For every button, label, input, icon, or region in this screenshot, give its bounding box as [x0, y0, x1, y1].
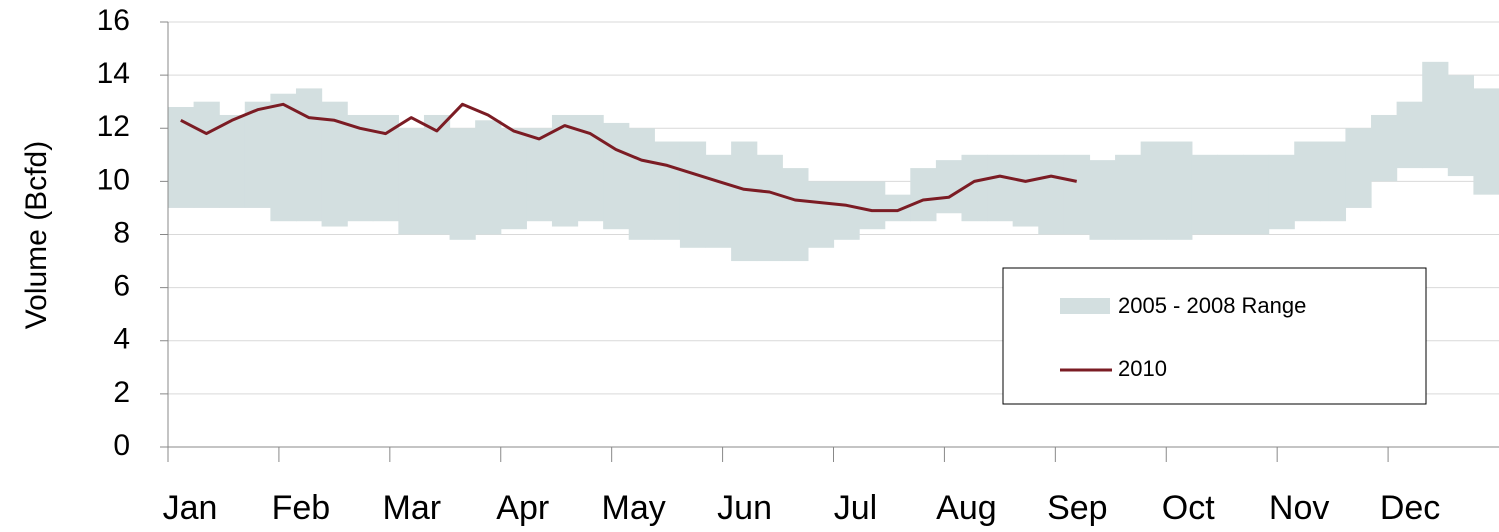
- y-tick-label: 4: [113, 323, 130, 356]
- range-band: [244, 101, 271, 208]
- range-band: [1191, 154, 1219, 235]
- range-band: [782, 168, 809, 262]
- range-band: [1115, 154, 1142, 240]
- x-tick-label: Apr: [496, 489, 549, 527]
- range-band: [219, 114, 246, 208]
- range-band: [1243, 154, 1270, 235]
- range-band: [731, 141, 758, 262]
- range-band: [1140, 141, 1167, 240]
- x-tick-label: Jul: [834, 489, 877, 527]
- range-band: [628, 128, 655, 240]
- range-band: [1166, 141, 1193, 240]
- y-tick-label: 8: [113, 216, 130, 249]
- range-band: [1371, 114, 1398, 182]
- x-tick-label: Dec: [1380, 489, 1440, 527]
- y-tick-label: 2: [113, 376, 130, 409]
- range-band: [1089, 160, 1116, 240]
- range-band: [193, 101, 220, 208]
- range-band: [551, 114, 579, 227]
- y-axis-label: Volume (Bcfd): [20, 141, 53, 329]
- x-tick-label: May: [602, 489, 666, 527]
- range-band: [423, 114, 451, 235]
- range-band: [449, 128, 476, 240]
- y-tick-label: 14: [97, 57, 130, 90]
- range-band: [295, 88, 323, 222]
- range-band: [1345, 128, 1372, 208]
- y-tick-label: 10: [97, 163, 130, 196]
- range-band: [833, 181, 860, 240]
- range-band: [1294, 141, 1321, 222]
- range-band: [1268, 154, 1295, 230]
- x-tick-label: Jan: [163, 489, 218, 527]
- x-tick-label: Jun: [717, 489, 772, 527]
- x-tick-label: Mar: [383, 489, 442, 527]
- range-band: [1012, 154, 1039, 227]
- x-tick-label: Sep: [1047, 489, 1108, 527]
- legend-label: 2005 - 2008 Range: [1118, 293, 1306, 318]
- range-band: [910, 168, 937, 222]
- range-band: [935, 160, 963, 214]
- legend-label: 2010: [1118, 356, 1167, 381]
- line-2010: [180, 102, 1078, 213]
- y-tick-label: 16: [97, 4, 130, 37]
- range-band: [987, 154, 1014, 222]
- range-band: [1063, 154, 1091, 235]
- range-band: [1422, 61, 1449, 169]
- range-band: [500, 128, 527, 230]
- range-band: [679, 141, 707, 248]
- range-band: [1217, 154, 1244, 235]
- range-band: [756, 154, 783, 262]
- range-band: [1038, 154, 1065, 235]
- range-band: [475, 120, 502, 235]
- range-band: [1447, 75, 1475, 177]
- range-band: [1396, 101, 1423, 169]
- x-tick-label: Nov: [1269, 489, 1329, 527]
- y-tick-label: 12: [97, 110, 130, 143]
- range-band: [270, 93, 297, 222]
- x-tick-label: Aug: [936, 489, 997, 527]
- range-band: [654, 141, 681, 240]
- y-tick-label: 0: [113, 429, 130, 462]
- range-band: [1473, 88, 1499, 195]
- x-tick-label: Oct: [1162, 489, 1215, 527]
- range-band: [526, 128, 553, 222]
- x-tick-label: Feb: [272, 489, 331, 527]
- range-band: [807, 181, 835, 248]
- range-band: [398, 128, 425, 235]
- range-band: [705, 154, 732, 248]
- range-band: [603, 122, 630, 230]
- legend-swatch: [1060, 298, 1110, 314]
- legend-box: [1002, 267, 1427, 405]
- y-tick-label: 6: [113, 270, 130, 303]
- range-band: [1319, 141, 1347, 222]
- range-band: [347, 114, 374, 222]
- range-band: [859, 181, 886, 230]
